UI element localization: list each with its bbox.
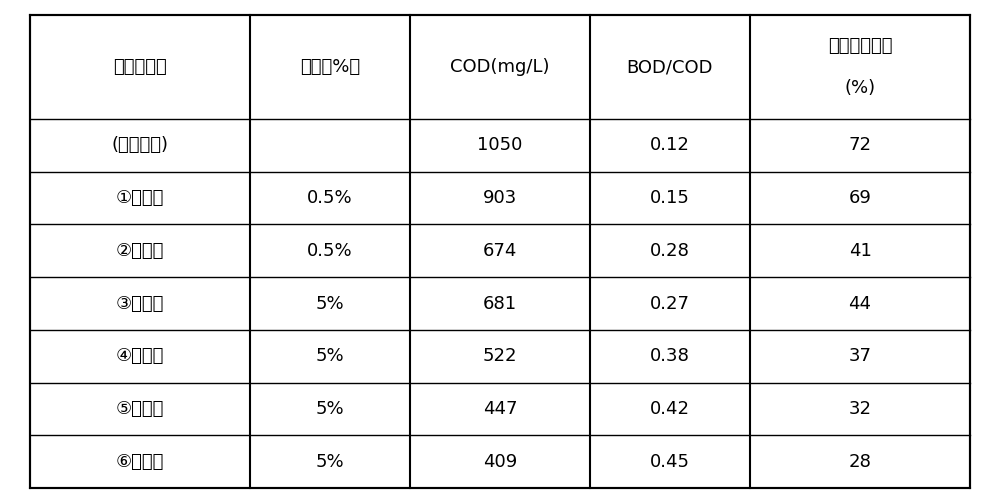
Text: 5%: 5% <box>316 347 344 365</box>
Text: 0.12: 0.12 <box>650 136 690 154</box>
Text: 0.28: 0.28 <box>650 242 690 260</box>
Text: ③催化后: ③催化后 <box>116 295 164 312</box>
Text: 用量（%）: 用量（%） <box>300 58 360 76</box>
Text: 522: 522 <box>483 347 517 365</box>
Text: 409: 409 <box>483 453 517 471</box>
Text: 0.42: 0.42 <box>650 400 690 418</box>
Text: 37: 37 <box>849 347 872 365</box>
Text: 28: 28 <box>849 453 871 471</box>
Text: 32: 32 <box>849 400 872 418</box>
Text: 荧光染色毒性

(%): 荧光染色毒性 (%) <box>828 37 892 97</box>
Text: 903: 903 <box>483 189 517 207</box>
Text: 674: 674 <box>483 242 517 260</box>
Text: ①催化后: ①催化后 <box>116 189 164 207</box>
Text: 0.15: 0.15 <box>650 189 690 207</box>
Text: 0.5%: 0.5% <box>307 242 353 260</box>
Text: ④催化后: ④催化后 <box>116 347 164 365</box>
Text: 催化剂种类: 催化剂种类 <box>113 58 167 76</box>
Text: 0.45: 0.45 <box>650 453 690 471</box>
Text: 5%: 5% <box>316 400 344 418</box>
Text: 0.27: 0.27 <box>650 295 690 312</box>
Text: ⑤催化后: ⑤催化后 <box>116 400 164 418</box>
Text: 44: 44 <box>849 295 872 312</box>
Text: ②催化后: ②催化后 <box>116 242 164 260</box>
Text: BOD/COD: BOD/COD <box>627 58 713 76</box>
Text: COD(mg/L): COD(mg/L) <box>450 58 550 76</box>
Text: 0.38: 0.38 <box>650 347 690 365</box>
Text: (废水水样): (废水水样) <box>112 136 168 154</box>
Text: 5%: 5% <box>316 295 344 312</box>
Text: 681: 681 <box>483 295 517 312</box>
Text: 69: 69 <box>849 189 871 207</box>
Text: 5%: 5% <box>316 453 344 471</box>
Text: 1050: 1050 <box>477 136 523 154</box>
Text: 72: 72 <box>849 136 872 154</box>
Text: 41: 41 <box>849 242 871 260</box>
Text: 447: 447 <box>483 400 517 418</box>
Text: 0.5%: 0.5% <box>307 189 353 207</box>
Text: ⑥催化后: ⑥催化后 <box>116 453 164 471</box>
